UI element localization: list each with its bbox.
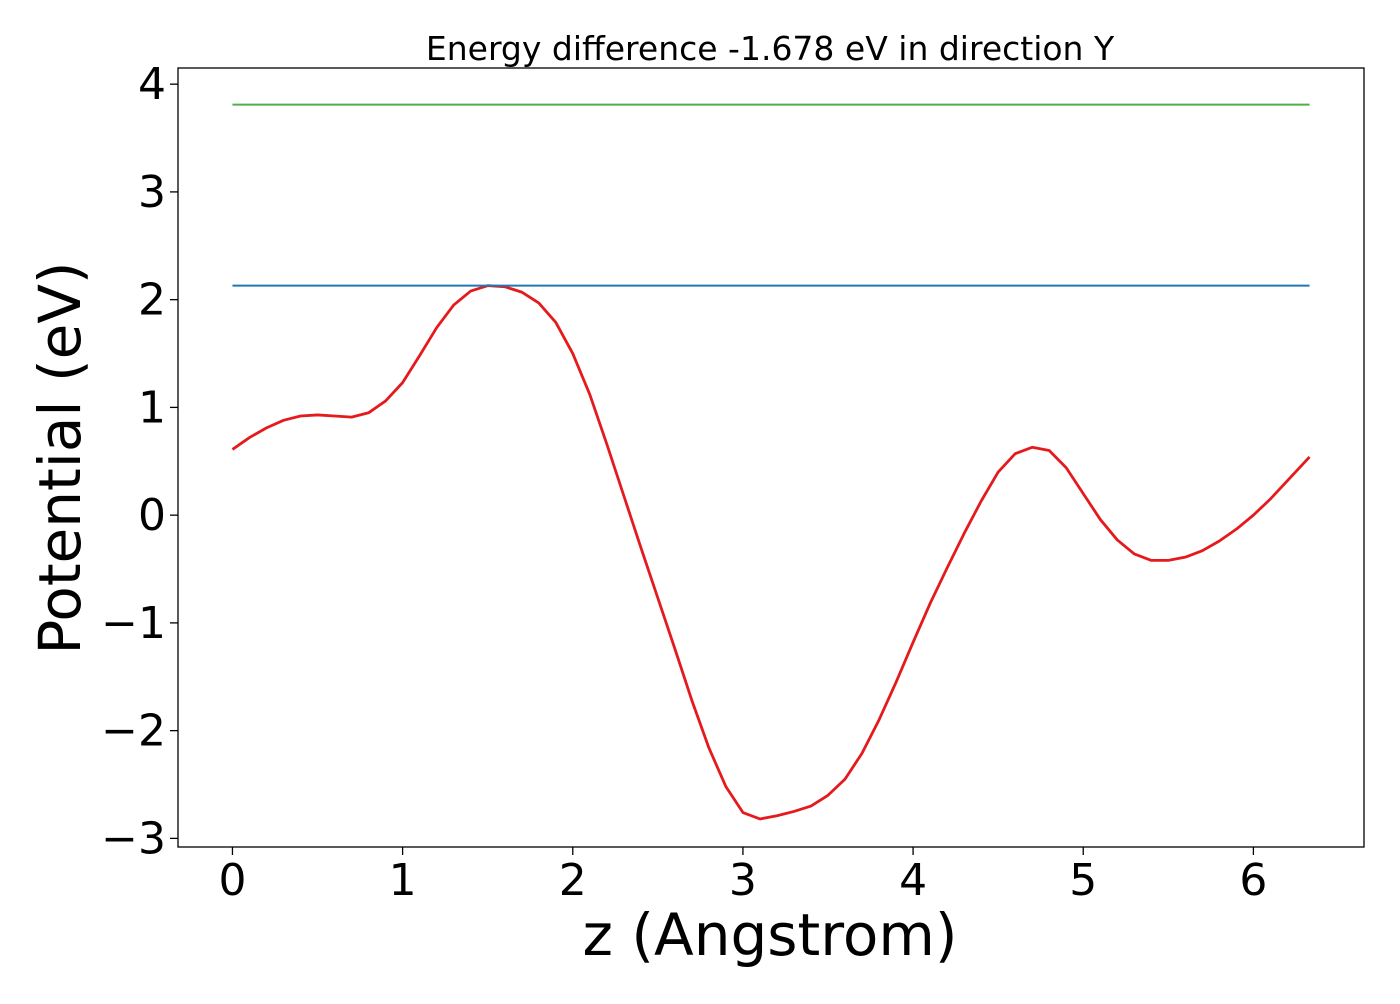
x-tick-label: 5	[1069, 855, 1097, 906]
potential-curve	[231, 284, 1311, 821]
x-tick-label: 0	[218, 855, 246, 906]
x-axis: 0 1 2 3 4 5 6	[218, 847, 1267, 906]
y-axis: −3 −2 −1 0 1 2 3 4	[101, 59, 178, 864]
plot-frame	[177, 67, 1365, 848]
y-tick-label: 1	[138, 382, 166, 433]
y-axis-label: Potential (eV)	[26, 261, 94, 654]
x-tick-label: 2	[559, 855, 587, 906]
y-tick-label: −1	[101, 598, 166, 649]
y-tick-label: −2	[101, 706, 166, 757]
y-tick-label: −3	[101, 813, 166, 864]
y-tick-label: 0	[138, 490, 166, 541]
x-tick-label: 1	[389, 855, 417, 906]
y-tick-label: 4	[138, 59, 166, 110]
x-tick-label: 3	[729, 855, 757, 906]
plot-area	[178, 68, 1364, 847]
series-layer	[231, 103, 1311, 821]
x-axis-label: z (Angstrom)	[583, 901, 958, 969]
x-tick-label: 6	[1239, 855, 1267, 906]
chart-title: Energy difference -1.678 eV in direction…	[426, 29, 1115, 68]
y-tick-label: 3	[138, 167, 166, 218]
y-tick-label: 2	[138, 275, 166, 326]
x-tick-label: 4	[899, 855, 927, 906]
